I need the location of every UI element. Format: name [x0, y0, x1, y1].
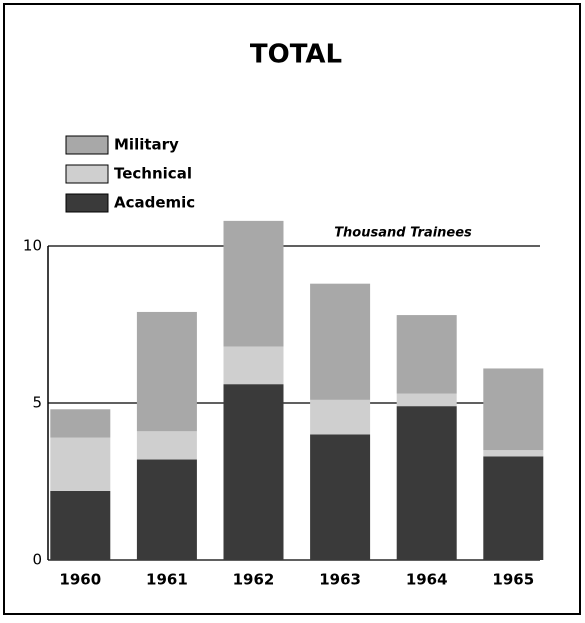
- chart-title: TOTAL: [250, 40, 342, 70]
- frame: [3, 3, 581, 615]
- bar-segment: [50, 409, 111, 438]
- legend-label: Academic: [114, 194, 195, 212]
- x-tick-label: 1961: [146, 571, 188, 589]
- y-tick-label: 10: [23, 237, 42, 255]
- y-tick-label: 0: [32, 551, 42, 569]
- bar-segment: [310, 434, 371, 560]
- legend-swatch: [65, 164, 109, 184]
- bar-segment: [136, 311, 197, 432]
- legend-swatch: [65, 193, 109, 213]
- x-tick-label: 1960: [59, 571, 101, 589]
- bar-segment: [310, 399, 371, 435]
- bar-segment: [223, 346, 284, 385]
- bar-segment: [483, 450, 544, 457]
- x-tick-label: 1963: [319, 571, 361, 589]
- bar-segment: [50, 490, 111, 560]
- bar-segment: [310, 283, 371, 400]
- legend-label: Technical: [114, 165, 192, 183]
- x-tick-label: 1964: [406, 571, 448, 589]
- bar-segment: [396, 393, 457, 407]
- legend-label: Military: [114, 136, 179, 154]
- x-tick-label: 1962: [233, 571, 275, 589]
- bar-segment: [396, 315, 457, 394]
- bar-segment: [483, 368, 544, 451]
- bar-segment: [396, 406, 457, 560]
- bar-segment: [223, 220, 284, 347]
- bar-segment: [50, 437, 111, 491]
- axis-label: Thousand Trainees: [334, 226, 472, 241]
- bar-segment: [136, 459, 197, 560]
- x-tick-label: 1965: [492, 571, 534, 589]
- legend-swatch: [65, 135, 109, 155]
- bar-segment: [223, 384, 284, 560]
- y-tick-label: 5: [32, 394, 42, 412]
- bar-segment: [483, 456, 544, 560]
- bar-segment: [136, 431, 197, 460]
